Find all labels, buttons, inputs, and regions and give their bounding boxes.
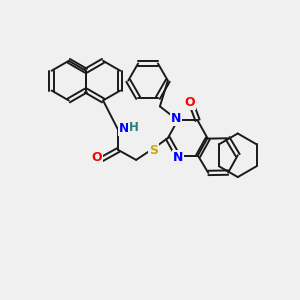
Text: S: S [149, 143, 158, 157]
Text: O: O [184, 96, 195, 109]
Text: N: N [171, 112, 181, 125]
Text: N: N [172, 152, 183, 164]
Text: H: H [129, 121, 139, 134]
Text: O: O [91, 152, 102, 164]
Text: N: N [119, 122, 129, 135]
